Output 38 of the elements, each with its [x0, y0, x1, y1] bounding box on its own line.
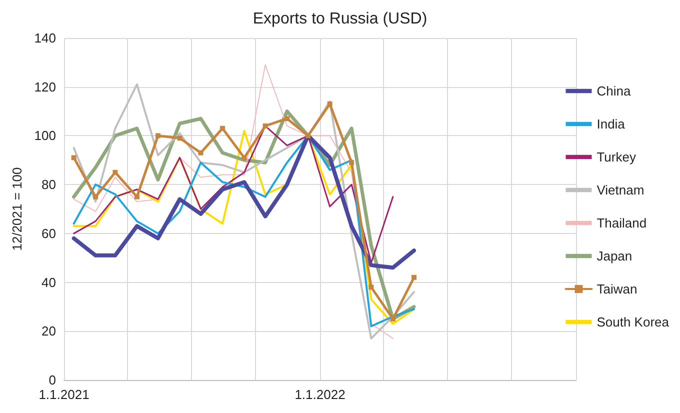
- legend-label: Japan: [596, 248, 632, 264]
- x-tick-label: 1.1.2022: [294, 387, 346, 402]
- point: [112, 170, 118, 175]
- point: [368, 284, 374, 290]
- legend-label: Thailand: [596, 216, 647, 230]
- point: [390, 316, 396, 322]
- point: [306, 133, 311, 138]
- point: [198, 150, 204, 156]
- point: [71, 155, 76, 160]
- point: [411, 274, 416, 280]
- y-tick-label: 100: [34, 128, 56, 144]
- legend-label: China: [596, 84, 632, 98]
- point: [134, 194, 140, 200]
- y-axis-title: 12/2021 = 100: [9, 167, 24, 251]
- legend-label: Taiwan: [596, 282, 638, 296]
- y-tick-label: 0: [48, 372, 56, 388]
- y-tick-label: 140: [34, 30, 56, 46]
- legend-label: Vietnam: [596, 182, 644, 198]
- chart-title: Exports to Russia (USD): [252, 10, 428, 28]
- point: [327, 101, 332, 106]
- point: [93, 194, 98, 200]
- point: [220, 126, 226, 131]
- point: [242, 155, 247, 160]
- x-tick-label: 1.1.2021: [38, 387, 90, 402]
- legend-label: Turkey: [596, 150, 636, 164]
- legend-label: India: [596, 116, 626, 132]
- y-tick-label: 40: [42, 274, 56, 290]
- point: [262, 123, 268, 128]
- y-tick-label: 120: [34, 79, 56, 94]
- y-tick-label: 60: [42, 226, 56, 241]
- point: [155, 133, 160, 138]
- point: [177, 136, 182, 141]
- y-tick-label: 80: [42, 177, 56, 192]
- point: [349, 160, 354, 166]
- legend-label: South Korea: [596, 314, 670, 330]
- line-series: [72, 134, 416, 270]
- point: [284, 116, 290, 122]
- y-tick-label: 20: [42, 324, 56, 339]
